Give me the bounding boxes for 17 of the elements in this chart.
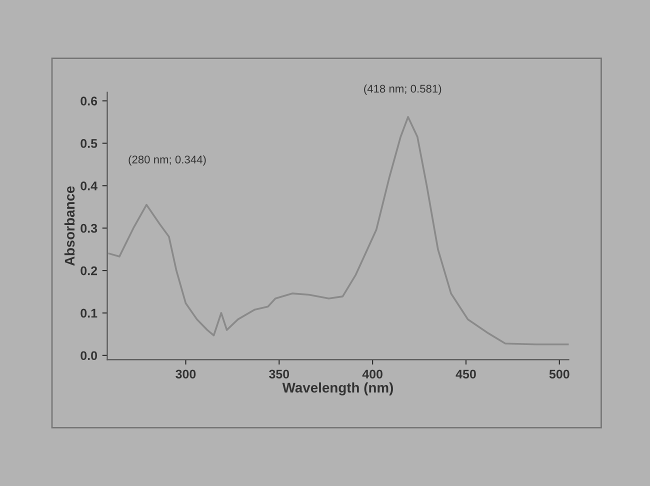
y-tick-label: 0.2: [80, 266, 98, 276]
y-tick-label: 0.5: [80, 139, 98, 148]
x-tick-label: 450: [456, 370, 476, 379]
x-tick-label: 350: [269, 370, 290, 379]
x-tick-label: 500: [549, 370, 570, 379]
y-tick-label: 0.6: [80, 96, 98, 106]
y-tick-label: 0.1: [80, 308, 98, 318]
x-axis-title: Wavelength (nm): [282, 382, 393, 396]
annotation: (280 nm; 0.344): [128, 155, 206, 166]
y-axis-title: Absorbance: [64, 186, 75, 266]
x-tick-label: 300: [176, 370, 196, 379]
y-tick-label: 0.4: [80, 181, 98, 190]
y-tick-label: 0.3: [80, 224, 98, 233]
line-series: [108, 116, 569, 346]
x-tick-label: 400: [362, 370, 382, 379]
y-tick-label: 0.0: [80, 351, 98, 360]
annotation: (418 nm; 0.581): [364, 84, 442, 95]
